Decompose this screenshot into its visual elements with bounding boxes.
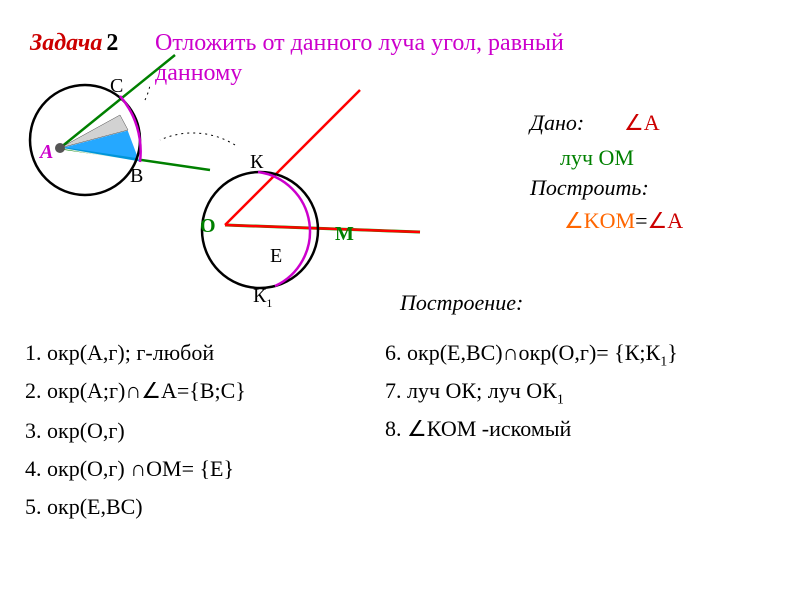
step-6: 6. окр(Е,ВС)∩окр(О,г)= {К;К1} [385,340,678,370]
ray-om [225,225,420,232]
build-value: ∠KOM=∠A [564,208,683,234]
build-kom: ∠KOM [564,208,635,233]
step-1: 1. окр(А,г); г-любой [25,340,214,366]
point-a-dot [55,143,65,153]
given-label: Дано: [530,110,584,136]
given-ray: луч OM [560,145,634,171]
dotted-arc-2 [145,85,150,100]
label-k1: К1 [253,285,272,310]
build-eq: = [635,208,647,233]
label-o: О [200,215,216,237]
step-3: 3. окр(О,г) [25,418,125,444]
build-a: ∠A [647,208,683,233]
label-k: К [250,151,264,173]
step-7-a: 7. луч ОК; луч ОК [385,378,557,403]
label-m: М [335,223,354,245]
build-label: Построить: [530,175,649,201]
dotted-arc-1 [160,133,235,145]
label-a: А [38,141,53,163]
given-angle-a: ∠A [624,110,660,136]
step-2: 2. окр(А;г)∩∠A={B;C} [25,378,246,404]
geometry-diagram: А C B О К E К1 М [0,0,530,310]
step-8: 8. ∠КОМ -искомый [385,416,571,442]
label-e: E [270,245,282,267]
step-4: 4. окр(О,г) ∩ОМ= {Е} [25,456,234,482]
label-c: C [110,75,123,97]
step-7-sub: 1 [557,392,564,407]
label-b: B [130,165,143,187]
step-6-b: } [667,340,678,365]
step-7: 7. луч ОК; луч ОК1 [385,378,564,408]
ray-ok [225,90,360,225]
step-5: 5. окр(Е,ВС) [25,494,143,520]
step-6-a: 6. окр(Е,ВС)∩окр(О,г)= {К;К [385,340,660,365]
